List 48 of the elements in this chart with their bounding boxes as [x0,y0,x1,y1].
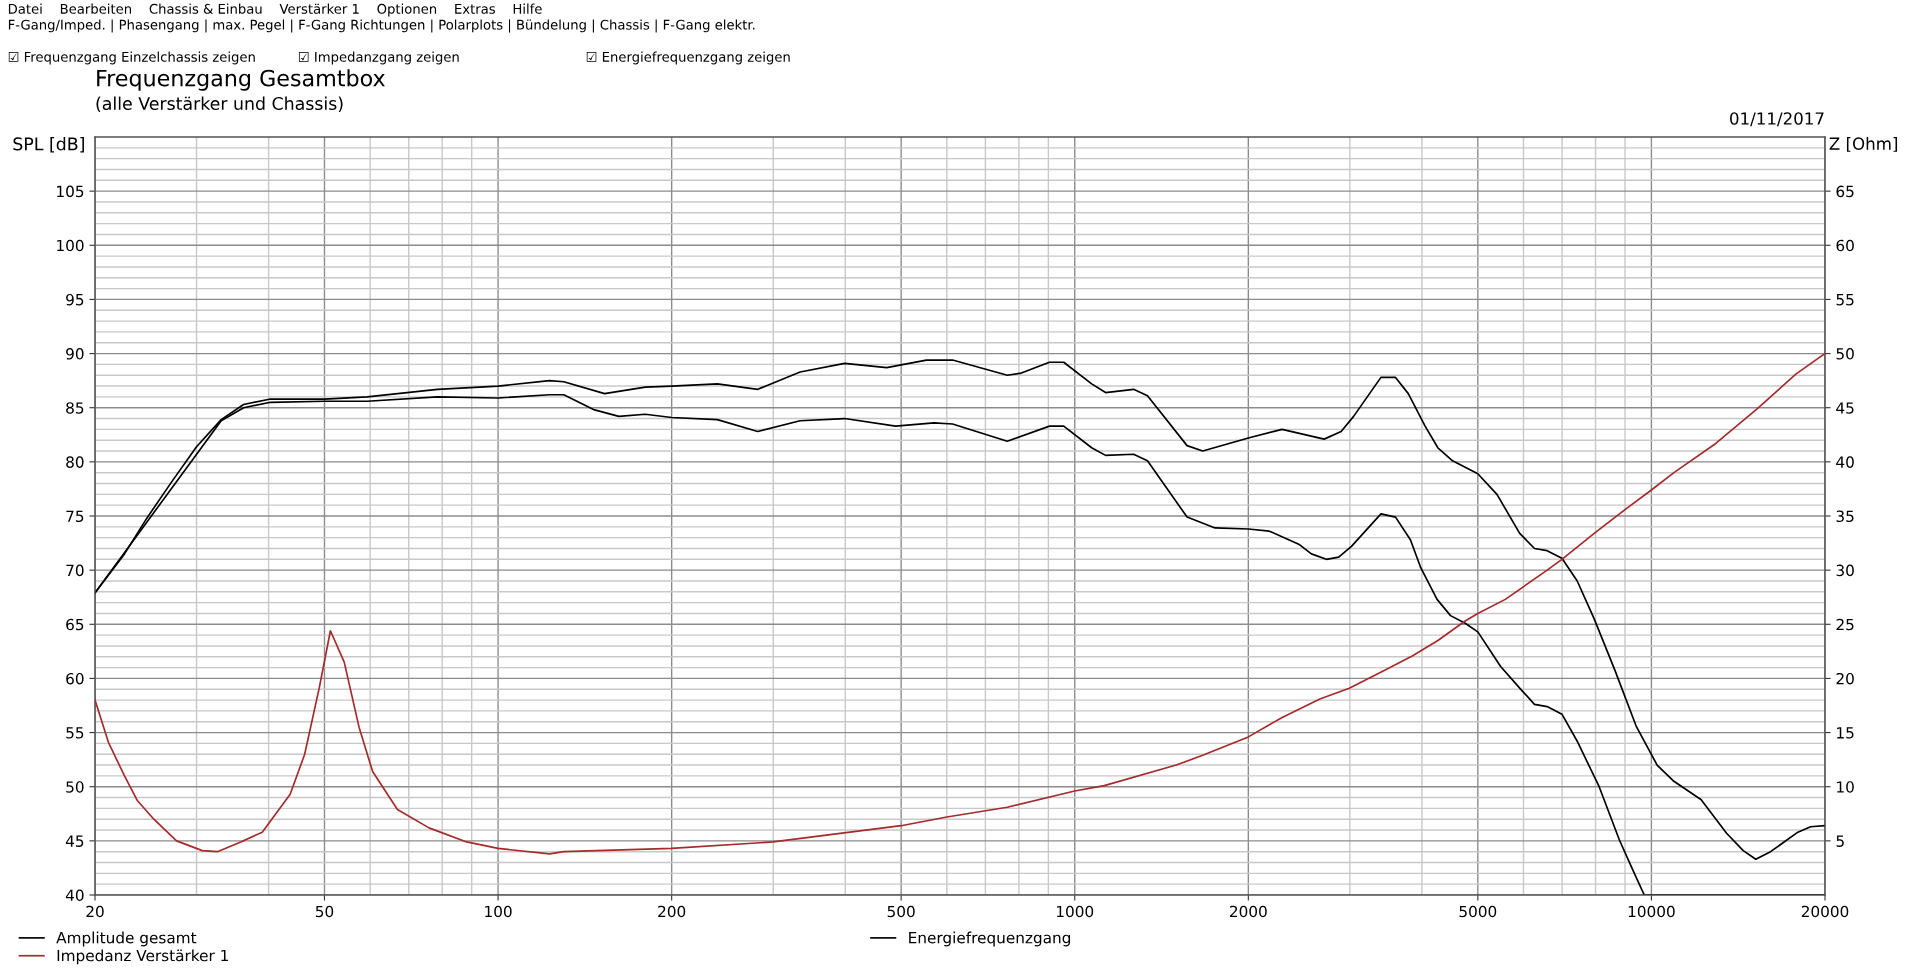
legend-label: Energiefrequenzgang [909,931,1071,947]
y-tick-label: 75 [66,510,84,523]
x-tick-label: 10000 [1628,905,1675,918]
text: 01/11/2017 [1730,112,1824,127]
y2-tick-label: 10 [1837,781,1854,793]
y2-axis-title: Z [Ohm] [1829,137,1898,152]
x-tick-label: 20 [86,905,104,918]
y2-tick-label: 25 [1836,618,1854,631]
y2-tick-label: 50 [1836,348,1854,360]
x-tick-label: 200 [658,905,686,918]
y-tick-label: 55 [66,727,84,739]
y-tick-label: 85 [66,402,84,414]
y2-tick-label: 45 [1836,402,1854,414]
text: F-Gang/Imped. | Phasengang | max. Pegel | F-Gang Richtungen | Polarplots | Bündelung | Chassis | F-Gang elektr. [8,19,755,33]
y-tick-label: 40 [65,889,84,902]
chart-subtitle: (alle Verstärker und Chassis) [96,96,343,113]
y-tick-label: 105 [57,185,84,198]
legend-label: Impedanz Verstärker 1 [57,949,228,965]
y-tick-label: 50 [66,781,84,793]
y-tick-label: 60 [66,672,84,685]
y-axis-title: SPL [dB] [13,137,84,153]
x-tick-label: 1000 [1056,905,1094,918]
y-tick-label: 90 [66,348,84,360]
y-tick-label: 100 [57,239,84,252]
legend-label: Amplitude gesamt [56,931,197,947]
y-tick-label: 80 [66,456,84,468]
y2-tick-label: 55 [1836,294,1854,306]
y-tick-label: 95 [66,293,84,306]
y2-tick-label: 35 [1836,510,1854,523]
x-tick-label: 5000 [1459,905,1497,918]
x-tick-label: 50 [315,905,334,918]
x-tick-label: 2000 [1230,905,1267,918]
y2-tick-label: 30 [1836,564,1854,577]
y2-tick-label: 5 [1836,835,1844,847]
text: Datei Bearbeiten Chassis & Einbau Verstärker 1 Optionen Extras Hilfe [8,3,542,17]
chart-title: Frequenzgang Gesamtbox [97,69,385,91]
y2-tick-label: 40 [1836,456,1854,468]
x-tick-label: 500 [887,905,915,918]
x-tick-label: 20000 [1801,905,1849,918]
y2-tick-label: 60 [1836,239,1854,252]
text: ☑ Frequenzgang Einzelchassis zeigen ☑ Impedanzgang zeigen ☑ Energiefrequenzgang zeigen [8,51,790,65]
y2-tick-label: 65 [1836,185,1854,198]
y-tick-label: 70 [66,564,84,577]
x-tick-label: 100 [485,905,512,918]
y2-tick-label: 20 [1836,672,1854,685]
y-tick-label: 45 [65,835,84,847]
y2-tick-label: 15 [1837,727,1854,739]
y-tick-label: 65 [66,618,84,631]
